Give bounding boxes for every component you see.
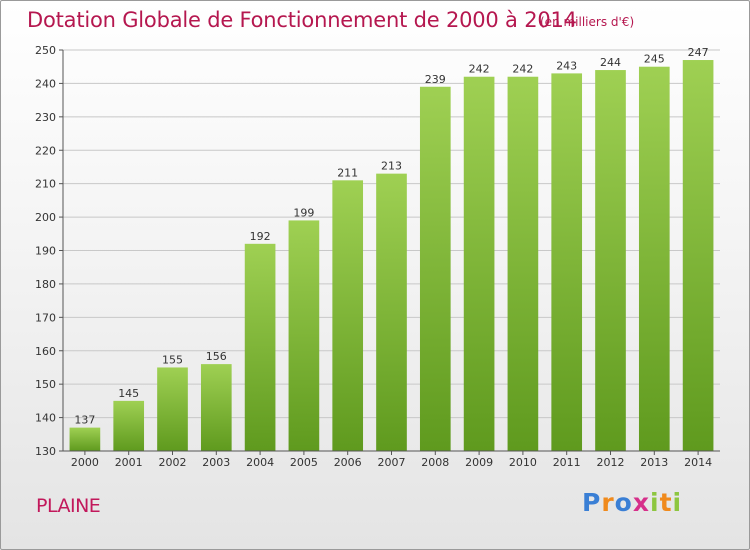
- data-label-2003: 156: [206, 350, 227, 363]
- data-label-2010: 242: [512, 63, 533, 76]
- data-label-2006: 211: [337, 166, 358, 179]
- x-tick-label-2011: 2011: [553, 456, 581, 469]
- logo-letter: P: [582, 488, 602, 517]
- x-tick-label-2005: 2005: [290, 456, 318, 469]
- bar-2004: [244, 243, 276, 451]
- x-tick-label-2002: 2002: [159, 456, 187, 469]
- logo-letter: o: [614, 488, 633, 517]
- data-label-2009: 242: [469, 63, 490, 76]
- y-tick-label: 140: [35, 412, 56, 425]
- logo-letter: i: [672, 488, 683, 517]
- logo-letter: i: [650, 488, 660, 517]
- x-tick-label-2000: 2000: [71, 456, 99, 469]
- x-tick-label-2010: 2010: [509, 456, 537, 469]
- x-tick-label-2006: 2006: [334, 456, 362, 469]
- data-label-2011: 243: [556, 59, 577, 72]
- x-tick-label-2014: 2014: [684, 456, 712, 469]
- proxiti-logo: Proxiti: [582, 488, 682, 517]
- x-tick-label-2007: 2007: [378, 456, 406, 469]
- y-tick-label: 230: [35, 111, 56, 124]
- bar-2012: [595, 70, 626, 452]
- x-tick-label-2013: 2013: [640, 456, 668, 469]
- x-tick-label-2008: 2008: [421, 456, 449, 469]
- bar-2001: [113, 400, 145, 451]
- y-tick-label: 180: [35, 278, 56, 291]
- y-tick-label: 160: [35, 345, 56, 358]
- logo-letter: r: [601, 488, 615, 517]
- bar-2014: [682, 60, 714, 452]
- data-label-2002: 155: [162, 353, 183, 366]
- chart-subtitle: (en milliers d'€): [540, 15, 635, 29]
- data-label-2014: 247: [688, 46, 709, 59]
- y-tick-label: 200: [35, 211, 56, 224]
- data-label-2008: 239: [425, 73, 446, 86]
- y-tick-label: 210: [35, 178, 56, 191]
- data-label-2013: 245: [644, 53, 665, 66]
- y-tick-label: 250: [35, 44, 56, 57]
- y-tick-label: 220: [35, 144, 56, 157]
- bar-2009: [463, 76, 495, 451]
- x-tick-label-2004: 2004: [246, 456, 274, 469]
- y-tick-label: 240: [35, 77, 56, 90]
- x-tick-label-2012: 2012: [597, 456, 625, 469]
- data-label-2007: 213: [381, 160, 402, 173]
- bar-2010: [507, 76, 539, 451]
- bar-2011: [551, 73, 583, 452]
- logo-letter: t: [659, 488, 673, 517]
- x-tick-label-2001: 2001: [115, 456, 143, 469]
- y-tick-label: 150: [35, 378, 56, 391]
- commune-name: PLAINE: [36, 495, 101, 517]
- bar-2000: [69, 427, 101, 451]
- data-label-2000: 137: [74, 414, 95, 427]
- x-tick-label-2009: 2009: [465, 456, 493, 469]
- bar-2003: [200, 364, 232, 451]
- y-tick-label: 130: [35, 445, 56, 458]
- bar-2007: [376, 173, 407, 451]
- logo-letter: x: [632, 488, 650, 517]
- bar-2005: [288, 220, 320, 451]
- y-tick-label: 190: [35, 245, 56, 258]
- bar-2002: [157, 367, 188, 451]
- bar-2006: [332, 180, 364, 451]
- chart-title: Dotation Globale de Fonctionnement de 20…: [27, 8, 577, 32]
- data-label-2012: 244: [600, 56, 621, 69]
- bar-2013: [638, 66, 670, 451]
- data-label-2001: 145: [118, 387, 139, 400]
- bar-2008: [419, 86, 451, 451]
- x-tick-label-2003: 2003: [202, 456, 230, 469]
- data-label-2004: 192: [250, 230, 271, 243]
- y-tick-label: 170: [35, 311, 56, 324]
- data-label-2005: 199: [293, 206, 314, 219]
